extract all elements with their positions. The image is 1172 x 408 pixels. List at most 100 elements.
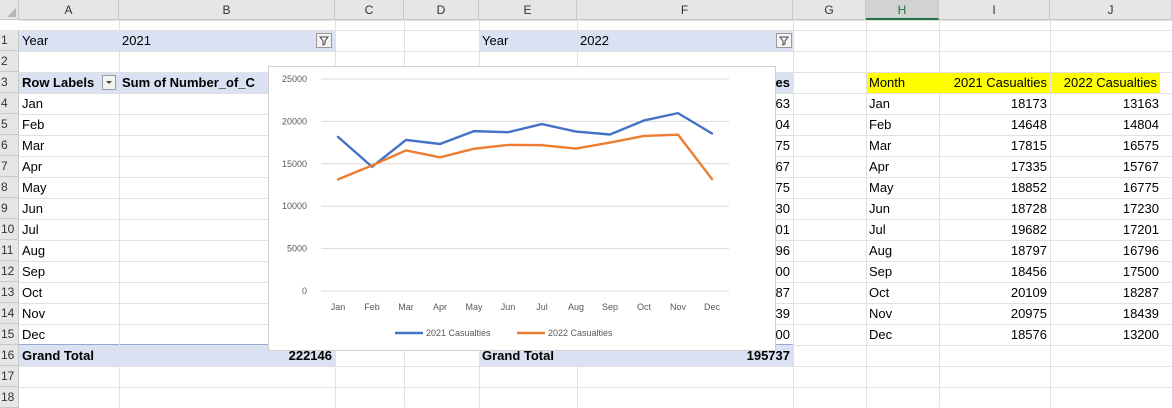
table-header-2: 2022 Casualties — [1050, 72, 1160, 93]
table-month: Feb — [866, 114, 939, 135]
row-header-8[interactable]: 8 — [0, 177, 19, 198]
pivot1-month-label: Dec — [19, 324, 119, 345]
row-header-15[interactable]: 15 — [0, 324, 19, 345]
table-month: Jul — [866, 219, 939, 240]
table-value: 17500 — [1050, 261, 1162, 282]
row-header-4[interactable]: 4 — [0, 93, 19, 114]
row-header-12[interactable]: 12 — [0, 261, 19, 282]
column-header-e[interactable]: E — [479, 0, 577, 20]
table-value: 16775 — [1050, 177, 1162, 198]
filter-icon-pivot2[interactable] — [776, 33, 792, 48]
table-value: 18456 — [939, 261, 1050, 282]
row-header-11[interactable]: 11 — [0, 240, 19, 261]
chart-xtick-label: Oct — [637, 302, 652, 312]
column-header-i[interactable]: I — [939, 0, 1050, 20]
table-value: 13163 — [1050, 93, 1162, 114]
row-header-17[interactable]: 17 — [0, 366, 19, 387]
table-month: Dec — [866, 324, 939, 345]
table-value: 20109 — [939, 282, 1050, 303]
table-value: 18797 — [939, 240, 1050, 261]
table-month: Sep — [866, 261, 939, 282]
select-all-corner[interactable] — [0, 0, 19, 20]
pivot1-month-label: Aug — [19, 240, 119, 261]
filter-icon-pivot1[interactable] — [316, 33, 332, 48]
table-value: 16796 — [1050, 240, 1162, 261]
pivot1-sum-header: Sum of Number_of_C — [119, 72, 269, 93]
row-header-18[interactable]: 18 — [0, 387, 19, 408]
row-header-1[interactable]: 1 — [0, 30, 19, 51]
table-value: 18576 — [939, 324, 1050, 345]
table-value: 13200 — [1050, 324, 1162, 345]
pivot2-filter-label: Year — [479, 30, 577, 51]
pivot2-filter-value[interactable]: 2022 — [577, 30, 793, 51]
row-header-7[interactable]: 7 — [0, 156, 19, 177]
chart-xtick-label: Jul — [536, 302, 548, 312]
table-month: Apr — [866, 156, 939, 177]
row-header-13[interactable]: 13 — [0, 282, 19, 303]
column-header-g[interactable]: G — [793, 0, 866, 20]
chart-xtick-label: Dec — [704, 302, 721, 312]
table-value: 20975 — [939, 303, 1050, 324]
pivot1-month-label: May — [19, 177, 119, 198]
row-header-2[interactable]: 2 — [0, 51, 19, 72]
table-value: 14648 — [939, 114, 1050, 135]
column-header-c[interactable]: C — [335, 0, 404, 20]
column-header-f[interactable]: F — [577, 0, 793, 20]
chart-xtick-label: Nov — [670, 302, 687, 312]
table-value: 17815 — [939, 135, 1050, 156]
pivot1-month-label: Sep — [19, 261, 119, 282]
chart-xtick-label: May — [465, 302, 483, 312]
table-month: Jun — [866, 198, 939, 219]
chart-xtick-label: Feb — [364, 302, 380, 312]
column-header-h[interactable]: H — [866, 0, 939, 20]
chart-xtick-label: Apr — [433, 302, 447, 312]
row-header-3[interactable]: 3 — [0, 72, 19, 93]
grid-hline — [19, 366, 1172, 367]
column-header-a[interactable]: A — [19, 0, 119, 20]
grid-hline — [19, 51, 1172, 52]
row-header-14[interactable]: 14 — [0, 303, 19, 324]
row-header-10[interactable]: 10 — [0, 219, 19, 240]
table-value: 18439 — [1050, 303, 1162, 324]
pivot1-month-label: Apr — [19, 156, 119, 177]
column-header-j[interactable]: J — [1050, 0, 1172, 20]
chart-legend-label: 2022 Casualties — [548, 328, 613, 338]
chart-xtick-label: Jan — [331, 302, 346, 312]
row-labels-dropdown-icon[interactable] — [102, 75, 116, 90]
pivot1-month-label: Jun — [19, 198, 119, 219]
chart-xtick-label: Jun — [501, 302, 516, 312]
table-value: 17335 — [939, 156, 1050, 177]
row-header-16[interactable]: 16 — [0, 345, 19, 366]
pivot1-month-label: Jan — [19, 93, 119, 114]
column-header-d[interactable]: D — [404, 0, 479, 20]
table-value: 14804 — [1050, 114, 1162, 135]
chart-ytick-label: 25000 — [282, 74, 307, 84]
table-value: 18173 — [939, 93, 1050, 114]
pivot1-row-labels-header: Row Labels — [19, 72, 102, 93]
table-value: 19682 — [939, 219, 1050, 240]
chart-xtick-label: Mar — [398, 302, 414, 312]
pivot1-month-label: Jul — [19, 219, 119, 240]
pivot1-filter-value[interactable]: 2021 — [119, 30, 335, 51]
grid-hline — [19, 20, 1172, 21]
table-value: 16575 — [1050, 135, 1162, 156]
chart-ytick-label: 20000 — [282, 116, 307, 126]
chart-xtick-label: Aug — [568, 302, 584, 312]
table-month: Aug — [866, 240, 939, 261]
table-header-1: 2021 Casualties — [939, 72, 1050, 93]
chart-ytick-label: 15000 — [282, 159, 307, 169]
table-value: 18287 — [1050, 282, 1162, 303]
row-header-9[interactable]: 9 — [0, 198, 19, 219]
row-header-6[interactable]: 6 — [0, 135, 19, 156]
pivot1-month-label: Oct — [19, 282, 119, 303]
table-value: 18728 — [939, 198, 1050, 219]
column-header-b[interactable]: B — [119, 0, 335, 20]
table-value: 17230 — [1050, 198, 1162, 219]
chart-ytick-label: 0 — [302, 286, 307, 296]
table-month: Mar — [866, 135, 939, 156]
table-value: 18852 — [939, 177, 1050, 198]
row-header-5[interactable]: 5 — [0, 114, 19, 135]
pivot1-month-label: Feb — [19, 114, 119, 135]
